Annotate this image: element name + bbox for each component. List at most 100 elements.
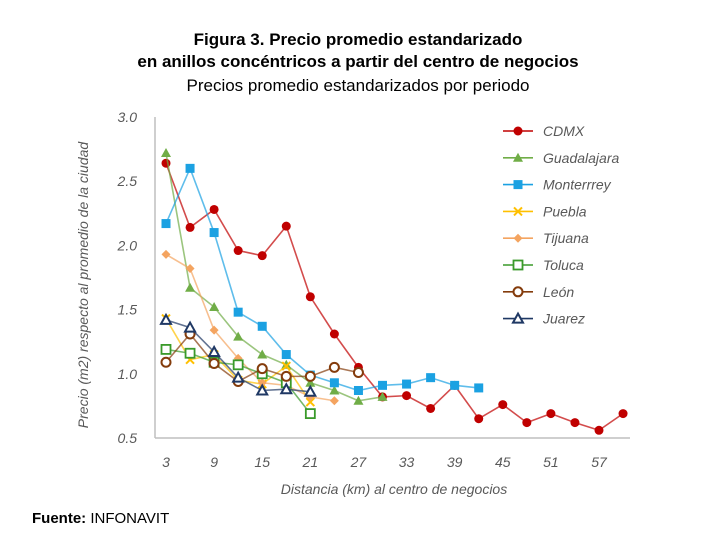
- data-point: [209, 302, 220, 312]
- data-point: [160, 344, 172, 355]
- data-point: [161, 249, 171, 259]
- y-tick-label: 1.0: [118, 366, 138, 382]
- data-point: [184, 347, 196, 359]
- data-point: [305, 397, 316, 407]
- data-point: [329, 329, 339, 339]
- data-point: [329, 385, 340, 395]
- data-point: [305, 377, 316, 387]
- data-point: [185, 264, 195, 274]
- y-tick-label: 3.0: [118, 109, 138, 125]
- legend-item: CDMX: [503, 123, 585, 139]
- series-juarez: [159, 312, 318, 397]
- x-tick-label: 3: [162, 454, 170, 470]
- data-point: [185, 222, 195, 232]
- data-point: [402, 391, 412, 401]
- data-point: [402, 379, 412, 389]
- data-point: [377, 391, 388, 401]
- legend-item: Guadalajara: [503, 150, 619, 166]
- data-point: [281, 350, 291, 360]
- data-point: [233, 246, 243, 256]
- x-tick-label: 21: [302, 454, 319, 470]
- legend-marker: [511, 311, 525, 324]
- y-tick-label: 0.5: [118, 430, 138, 446]
- x-tick-label: 9: [210, 454, 218, 470]
- data-point: [353, 395, 364, 405]
- data-point: [450, 380, 460, 390]
- y-tick-label: 2.5: [117, 173, 138, 189]
- data-point: [209, 204, 219, 214]
- legend-label: Guadalajara: [543, 150, 619, 166]
- legend-marker: [512, 286, 524, 298]
- data-point: [160, 356, 172, 368]
- data-point: [256, 363, 268, 375]
- data-point: [281, 359, 292, 369]
- data-point: [185, 163, 195, 173]
- legend-label: Juarez: [542, 311, 585, 327]
- data-point: [185, 282, 196, 292]
- data-point: [546, 409, 556, 419]
- data-point: [281, 221, 291, 231]
- legend-marker: [513, 180, 523, 190]
- data-point: [232, 359, 244, 371]
- legend-item: León: [503, 284, 574, 300]
- data-point: [281, 361, 291, 371]
- data-point: [498, 400, 508, 410]
- chart-title-line2: en anillos concéntricos a partir del cen…: [137, 52, 579, 71]
- data-point: [305, 292, 315, 302]
- data-point: [183, 320, 197, 333]
- data-point: [255, 383, 269, 396]
- data-point: [279, 382, 293, 395]
- data-point: [209, 228, 219, 238]
- data-point: [257, 378, 267, 388]
- data-point: [618, 409, 628, 419]
- data-point: [207, 344, 221, 357]
- data-point: [378, 380, 387, 390]
- x-tick-label: 57: [591, 454, 608, 470]
- data-point: [522, 418, 532, 428]
- x-tick-label: 45: [495, 454, 511, 470]
- legend-item: Toluca: [503, 257, 584, 273]
- data-point: [231, 370, 245, 383]
- legend-item: Juarez: [503, 311, 585, 327]
- data-point: [161, 147, 171, 157]
- y-axis-label: Precio (m2) respecto al promedio de la c…: [75, 141, 91, 429]
- series-león: [160, 328, 364, 388]
- data-point: [159, 312, 173, 325]
- legend-marker: [513, 233, 523, 243]
- legend-label: Tijuana: [543, 230, 589, 246]
- data-point: [474, 414, 484, 424]
- x-tick-label: 15: [254, 454, 270, 470]
- legend-item: Puebla: [503, 203, 587, 219]
- legend-label: CDMX: [543, 123, 585, 139]
- legend-marker: [513, 126, 523, 136]
- legend-label: Monterrrey: [543, 177, 612, 193]
- legend-item: Tijuana: [503, 230, 589, 246]
- source-value: INFONAVIT: [90, 510, 170, 527]
- x-tick-label: 39: [447, 454, 463, 470]
- data-point: [594, 425, 604, 435]
- data-point: [474, 383, 484, 393]
- legend-marker: [513, 152, 523, 162]
- data-point: [280, 370, 292, 382]
- data-point: [426, 373, 436, 383]
- data-point: [352, 367, 364, 379]
- data-point: [570, 418, 580, 428]
- legend-label: León: [543, 284, 574, 300]
- data-point: [329, 396, 339, 406]
- data-point: [303, 384, 318, 397]
- chart-subtitle: Precios promedio estandarizados por peri…: [186, 76, 530, 95]
- data-point: [257, 321, 267, 331]
- x-tick-label: 33: [399, 454, 415, 470]
- data-point: [161, 219, 171, 229]
- legend-marker: [512, 259, 524, 271]
- y-tick-label: 2.0: [117, 237, 138, 253]
- x-tick-label: 51: [543, 454, 559, 470]
- data-point: [257, 349, 268, 359]
- data-point: [329, 378, 339, 388]
- data-point: [208, 358, 220, 370]
- data-point: [257, 251, 267, 261]
- data-point: [209, 325, 219, 335]
- legend-label: Toluca: [543, 257, 584, 273]
- y-tick-label: 1.5: [118, 302, 138, 318]
- data-point: [233, 307, 243, 317]
